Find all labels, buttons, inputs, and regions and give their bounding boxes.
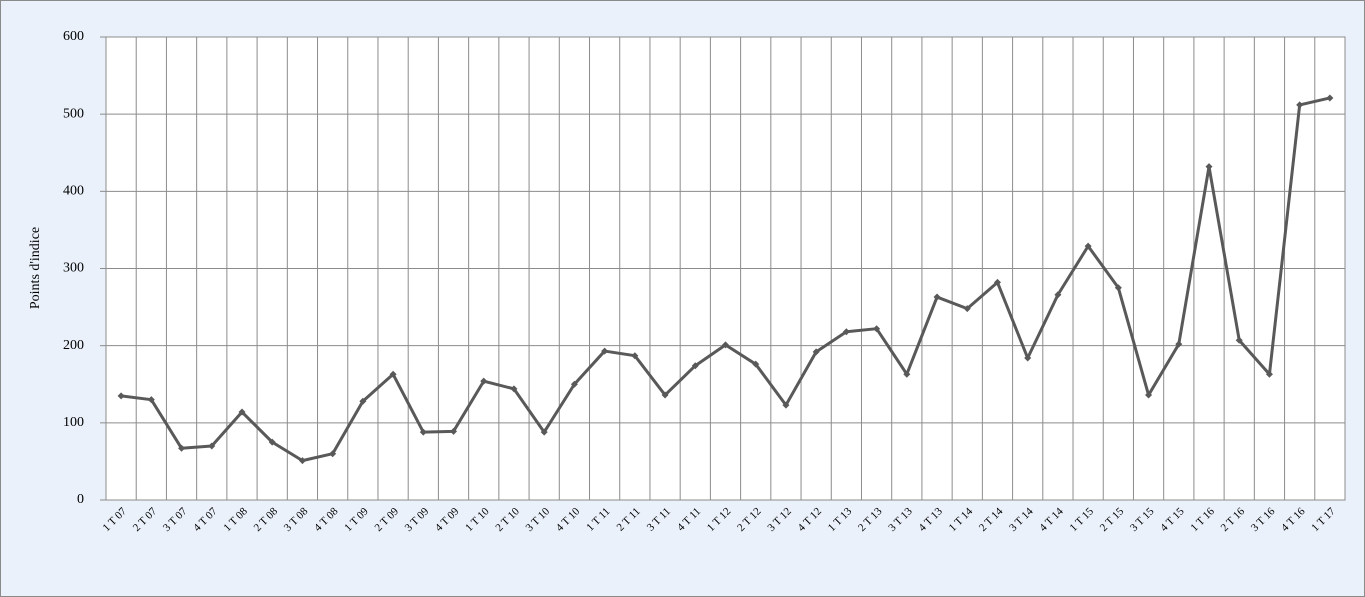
data-marker	[1024, 354, 1032, 362]
data-marker	[147, 396, 155, 404]
y-tick-label: 500	[63, 106, 84, 121]
data-marker	[510, 385, 518, 393]
data-marker	[1145, 391, 1153, 399]
data-marker	[993, 278, 1001, 286]
data-marker	[631, 352, 639, 360]
data-marker	[238, 408, 246, 416]
data-marker	[1235, 336, 1243, 344]
data-marker	[903, 370, 911, 378]
data-marker	[963, 305, 971, 313]
data-marker	[1326, 94, 1334, 102]
data-marker	[752, 360, 760, 368]
data-marker	[661, 391, 669, 399]
data-marker	[480, 377, 488, 385]
y-tick-label: 300	[63, 261, 84, 276]
data-marker	[178, 444, 186, 452]
data-marker	[419, 428, 427, 436]
y-tick-label: 0	[77, 492, 84, 507]
data-marker	[570, 380, 578, 388]
data-marker	[298, 457, 306, 465]
data-marker	[540, 428, 548, 436]
plot-border	[105, 36, 1346, 501]
y-tick-label: 200	[63, 338, 84, 353]
data-marker	[812, 348, 820, 356]
y-tick-label: 400	[63, 184, 84, 199]
y-tick-label: 100	[63, 415, 84, 430]
data-marker	[1265, 370, 1273, 378]
data-marker	[1114, 284, 1122, 292]
y-tick-label: 600	[63, 29, 84, 44]
data-marker	[873, 325, 881, 333]
data-marker	[691, 362, 699, 370]
data-marker	[450, 427, 458, 435]
data-marker	[1054, 291, 1062, 299]
data-marker	[117, 392, 125, 400]
data-marker	[722, 341, 729, 349]
data-marker	[1205, 163, 1213, 171]
data-marker	[1175, 340, 1183, 348]
y-axis-label: Points d'indice	[28, 227, 43, 309]
data-marker	[601, 347, 609, 355]
data-marker	[208, 442, 216, 450]
data-marker	[1084, 242, 1092, 250]
data-marker	[782, 401, 790, 409]
data-marker	[268, 438, 276, 446]
data-marker	[329, 450, 337, 458]
data-marker	[389, 370, 397, 378]
data-marker	[359, 397, 367, 405]
data-marker	[933, 293, 941, 301]
data-marker	[1296, 101, 1304, 109]
data-marker	[842, 328, 850, 336]
